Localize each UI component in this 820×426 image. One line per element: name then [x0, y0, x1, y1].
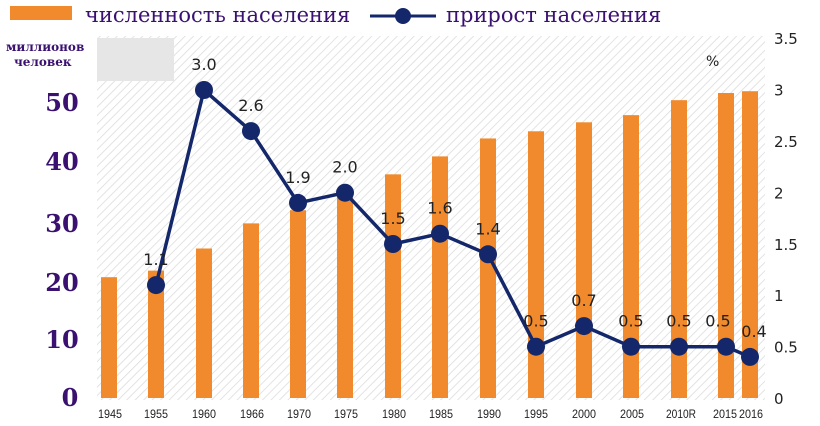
growth-point-2010R	[670, 337, 688, 356]
growth-point-1975	[336, 183, 354, 202]
x-tick-1945: 1945	[98, 407, 122, 421]
growth-label-1960: 3.0	[191, 55, 216, 74]
bar-1960	[196, 248, 212, 398]
growth-point-2016	[741, 347, 759, 366]
bar-2010R	[671, 100, 687, 399]
x-ticks: 1945 1955 1960 1966 1970 1975 1980 1985 1990 1995…	[98, 407, 763, 421]
x-tick-1970: 1970	[287, 407, 311, 421]
x-tick-1990: 1990	[477, 407, 501, 421]
growth-label-1955: 1.1	[143, 250, 168, 269]
y-right-tick-0.5: 0.5	[774, 339, 798, 357]
growth-point-2015	[717, 337, 735, 356]
bar-1945	[101, 277, 117, 398]
bar-1990	[480, 138, 496, 398]
bar-2005	[623, 115, 639, 399]
x-tick-1985: 1985	[429, 407, 453, 421]
y-left-tick-20: 20	[45, 268, 78, 297]
bar-1980	[385, 174, 401, 398]
x-tick-1955: 1955	[144, 407, 168, 421]
y-right-unit: %	[706, 54, 719, 70]
growth-label-1995: 0.5	[523, 312, 548, 331]
y-right-tick-1.5: 1.5	[774, 236, 798, 254]
bar-1995	[528, 131, 544, 398]
growth-point-2000	[575, 317, 593, 336]
bar-1985	[432, 156, 448, 398]
y-right-tick-3: 3	[774, 82, 784, 100]
y-right-tick-1: 1	[774, 287, 784, 305]
y-left-ticks: 0 10 20 30 40 50	[45, 88, 78, 412]
bar-1966	[243, 223, 259, 398]
x-tick-1960: 1960	[192, 407, 216, 421]
growth-label-2016: 0.4	[741, 322, 766, 341]
growth-point-1970	[289, 193, 307, 212]
x-tick-2015: 2015	[713, 407, 737, 421]
growth-label-2015: 0.5	[705, 312, 730, 331]
y-left-tick-50: 50	[45, 88, 78, 117]
bar-1975	[337, 190, 353, 398]
growth-label-2000: 0.7	[571, 291, 596, 310]
growth-point-1990	[479, 245, 497, 264]
growth-label-1990: 1.4	[475, 219, 500, 238]
x-tick-2000: 2000	[572, 407, 596, 421]
x-tick-2010R: 2010R	[666, 407, 696, 421]
bar-2016	[742, 91, 758, 399]
bar-1955	[148, 270, 164, 398]
y-right-ticks: 0 0.5 1 1.5 2 2.5 3 3.5	[774, 30, 798, 408]
growth-label-1975: 2.0	[332, 158, 357, 177]
x-tick-1966: 1966	[240, 407, 264, 421]
legend-bar-swatch	[10, 6, 72, 20]
growth-label-2010R: 0.5	[666, 312, 691, 331]
bar-1970	[290, 210, 306, 398]
legend-population-label: численность населения	[85, 3, 350, 27]
growth-point-1985	[431, 224, 449, 243]
y-left-title-line2: человек	[14, 55, 72, 69]
x-tick-1975: 1975	[334, 407, 358, 421]
growth-point-1995	[527, 337, 545, 356]
x-tick-1980: 1980	[382, 407, 406, 421]
data-labels: 1.1 3.0 2.6 1.9 2.0 1.5 1.6 1.4 0.5 0.7 0.5 0.5 0.5 0…	[143, 55, 766, 341]
growth-point-1955	[147, 276, 165, 295]
y-left-tick-30: 30	[45, 209, 78, 238]
growth-point-1960	[195, 81, 213, 99]
y-right-tick-3.5: 3.5	[774, 30, 798, 48]
growth-line	[147, 81, 759, 366]
growth-point-2005	[622, 337, 640, 356]
growth-point-1966	[242, 122, 260, 141]
x-tick-1995: 1995	[524, 407, 548, 421]
y-left-tick-0: 0	[62, 383, 79, 412]
y-right-tick-0: 0	[774, 390, 784, 408]
bar-2015	[718, 93, 734, 398]
bars	[101, 91, 758, 399]
growth-label-2005: 0.5	[618, 312, 643, 331]
y-right-tick-2: 2	[774, 184, 784, 202]
legend: численность населения прирост населения	[10, 3, 661, 27]
growth-label-1980: 1.5	[380, 209, 405, 228]
label-box	[97, 38, 174, 81]
growth-label-1985: 1.6	[427, 199, 452, 218]
growth-point-1980	[384, 235, 402, 253]
y-left-tick-40: 40	[45, 147, 78, 176]
growth-label-1966: 2.6	[238, 96, 263, 115]
y-left-tick-10: 10	[45, 325, 78, 354]
x-tick-2016: 2016	[739, 407, 763, 421]
bar-2000	[576, 122, 592, 398]
y-right-tick-2.5: 2.5	[774, 133, 798, 151]
legend-growth-label: прирост населения	[446, 3, 661, 27]
x-tick-2005: 2005	[620, 407, 644, 421]
growth-label-1970: 1.9	[285, 168, 310, 187]
y-left-title-line1: миллионов	[6, 40, 84, 54]
legend-line-marker	[395, 8, 411, 24]
